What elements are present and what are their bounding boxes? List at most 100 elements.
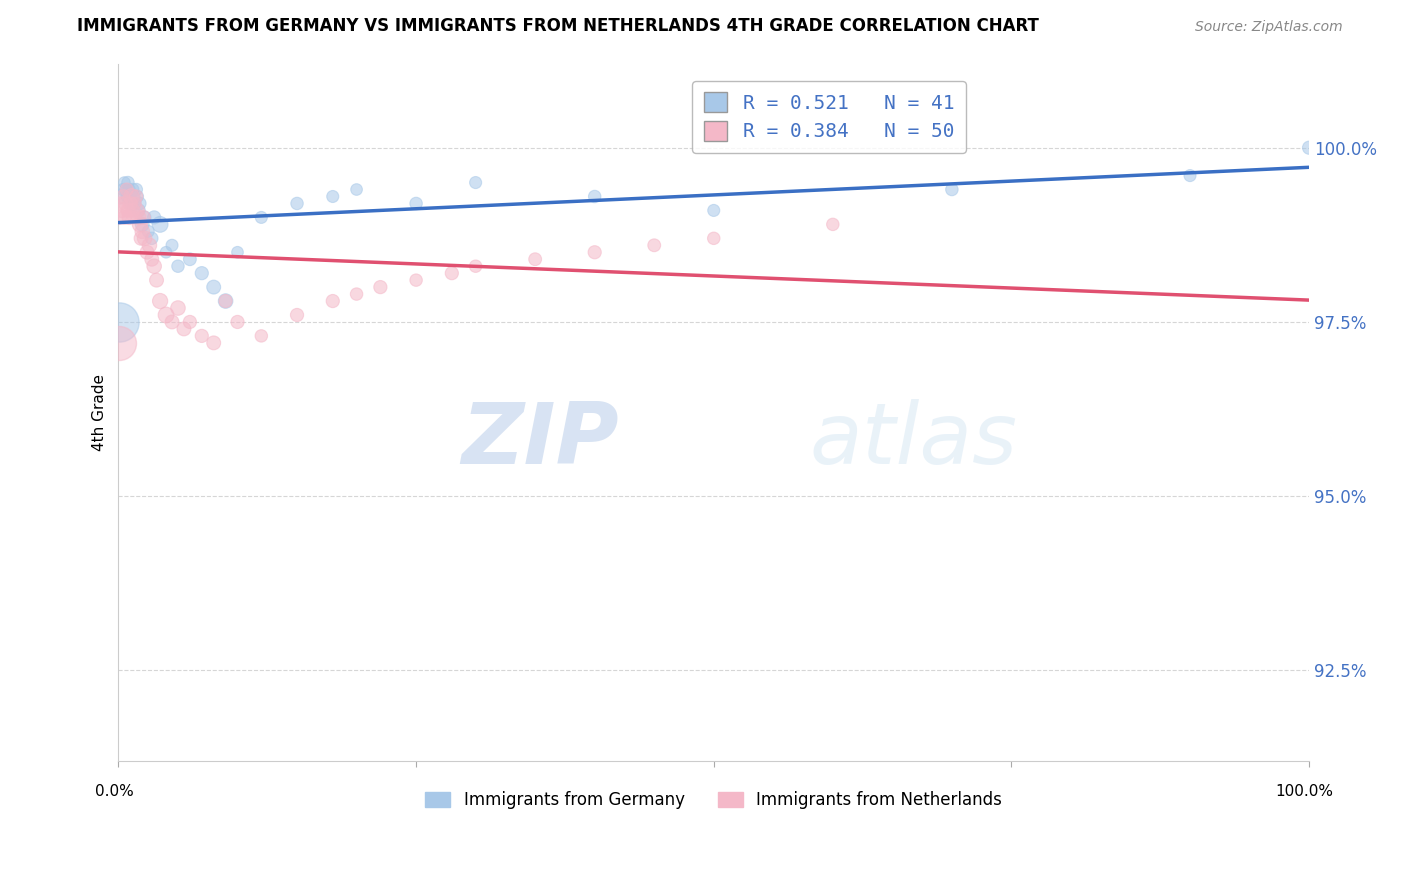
Point	[226, 245, 249, 260]
Point	[143, 259, 166, 273]
Point	[121, 196, 143, 211]
Point	[131, 224, 153, 238]
Point	[173, 322, 195, 336]
Text: atlas: atlas	[808, 399, 1017, 482]
Point	[1298, 141, 1320, 155]
Point	[122, 211, 145, 225]
Point	[214, 293, 236, 308]
Text: 100.0%: 100.0%	[1275, 784, 1333, 799]
Point	[941, 182, 963, 196]
Point	[127, 203, 149, 218]
Point	[155, 245, 177, 260]
Point	[115, 189, 138, 203]
Point	[124, 196, 146, 211]
Point	[136, 224, 159, 238]
Point	[114, 182, 136, 196]
Point	[111, 203, 134, 218]
Point	[285, 196, 308, 211]
Point	[136, 245, 159, 260]
Point	[125, 182, 148, 196]
Point	[128, 196, 150, 211]
Point	[583, 245, 606, 260]
Point	[141, 252, 163, 267]
Point	[250, 211, 273, 225]
Point	[160, 315, 183, 329]
Point	[226, 315, 249, 329]
Point	[120, 196, 142, 211]
Point	[129, 231, 152, 245]
Point	[167, 301, 190, 315]
Point	[149, 218, 172, 232]
Point	[121, 203, 143, 218]
Point	[134, 211, 156, 225]
Point	[117, 203, 139, 218]
Point	[124, 196, 146, 211]
Point	[143, 211, 166, 225]
Point	[370, 280, 392, 294]
Point	[112, 211, 135, 225]
Point	[405, 273, 427, 287]
Point	[250, 329, 273, 343]
Point	[118, 211, 141, 225]
Point	[322, 189, 344, 203]
Point	[110, 196, 132, 211]
Point	[155, 308, 177, 322]
Point	[114, 196, 136, 211]
Point	[464, 176, 486, 190]
Point	[118, 182, 141, 196]
Point	[127, 189, 149, 203]
Point	[643, 238, 665, 252]
Y-axis label: 4th Grade: 4th Grade	[93, 374, 107, 451]
Point	[108, 315, 131, 329]
Point	[405, 196, 427, 211]
Point	[108, 335, 131, 350]
Point	[346, 287, 368, 301]
Point	[440, 266, 463, 280]
Legend: Immigrants from Germany, Immigrants from Netherlands: Immigrants from Germany, Immigrants from…	[419, 784, 1010, 815]
Point	[117, 176, 139, 190]
Text: ZIP: ZIP	[461, 399, 619, 482]
Point	[138, 238, 160, 252]
Point	[524, 252, 547, 267]
Point	[202, 335, 225, 350]
Point	[125, 189, 148, 203]
Point	[112, 176, 135, 190]
Text: IMMIGRANTS FROM GERMANY VS IMMIGRANTS FROM NETHERLANDS 4TH GRADE CORRELATION CHA: IMMIGRANTS FROM GERMANY VS IMMIGRANTS FR…	[77, 17, 1039, 35]
Point	[191, 266, 214, 280]
Point	[132, 211, 155, 225]
Point	[110, 189, 132, 203]
Point	[167, 259, 190, 273]
Point	[160, 238, 183, 252]
Point	[703, 203, 725, 218]
Point	[141, 231, 163, 245]
Point	[145, 273, 167, 287]
Point	[134, 231, 156, 245]
Point	[214, 293, 236, 308]
Point	[1178, 169, 1201, 183]
Point	[128, 203, 150, 218]
Point	[346, 182, 368, 196]
Point	[120, 189, 142, 203]
Point	[322, 293, 344, 308]
Point	[583, 189, 606, 203]
Point	[131, 218, 153, 232]
Point	[179, 252, 201, 267]
Point	[122, 189, 145, 203]
Point	[112, 182, 135, 196]
Point	[112, 189, 135, 203]
Text: 0.0%: 0.0%	[94, 784, 134, 799]
Point	[115, 182, 138, 196]
Point	[191, 329, 214, 343]
Point	[121, 189, 143, 203]
Point	[179, 315, 201, 329]
Point	[128, 211, 150, 225]
Point	[821, 218, 844, 232]
Point	[121, 182, 143, 196]
Point	[703, 231, 725, 245]
Point	[285, 308, 308, 322]
Point	[202, 280, 225, 294]
Text: Source: ZipAtlas.com: Source: ZipAtlas.com	[1195, 21, 1343, 34]
Point	[464, 259, 486, 273]
Point	[149, 293, 172, 308]
Point	[108, 211, 131, 225]
